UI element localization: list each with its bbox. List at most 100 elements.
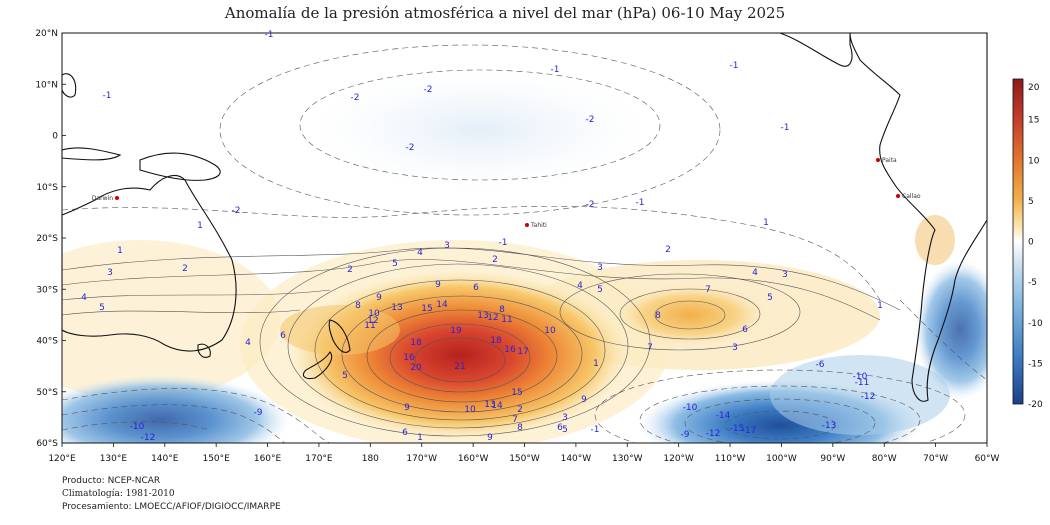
contour-label: 12 [367,316,378,326]
contour-label: 1 [593,359,599,369]
lon-tick-label: 140°W [561,454,592,464]
contour-label: -12 [861,392,876,402]
credit-procesamiento: Procesamiento: LMOECC/AFIOF/DIGIOCC/IMAR… [62,502,281,512]
contour-label: 12 [487,313,498,323]
lat-tick-label: 40°S [36,337,58,347]
lat-tick-label: 20°S [36,234,58,244]
contour-label: 18 [410,338,422,348]
contour-label: -1 [265,30,274,40]
contour-label: -12 [706,429,721,439]
contour-label: -1 [591,425,600,435]
contour-label: 15 [421,304,432,314]
lon-tick-label: 90°W [820,454,845,464]
coastlines [61,32,988,402]
lat-tick-label: 10°S [36,183,58,193]
place-label: Tahiti [530,222,547,229]
contour-label: 3 [444,241,450,251]
contour-label: 10 [368,309,380,319]
contour-label: 17 [517,347,528,357]
contour-label: 13 [391,303,402,313]
contour-label: 4 [417,248,423,258]
contour-label: 9 [487,433,493,443]
contour-label: -12 [141,433,156,443]
contour-label: 7 [705,285,711,295]
contour-label: 15 [511,388,522,398]
colorbar-tick-label: -10 [1028,319,1043,329]
colorbar-ticks: 20 15 10 5 0 -5 -10 -15 -20 [1028,83,1043,410]
contour-label: 9 [404,403,410,413]
lon-tick-label: 120°E [48,454,76,464]
lat-tick-label: 30°S [36,285,58,295]
contour-label: 20 [410,363,422,373]
lon-tick-label: 80°W [872,454,897,464]
lon-tick-label: 160°E [254,454,282,464]
contour-label: 5 [342,371,348,381]
place-marker [896,194,900,198]
colorbar-tick-label: 5 [1028,197,1034,207]
place-marker [115,196,119,200]
lon-tick-label: 170°E [305,454,333,464]
contour-label: -6 [816,360,825,370]
lon-tick-label: 110°W [715,454,746,464]
contour-label: -1 [781,123,790,133]
contour-label: -2 [424,85,433,95]
contour-label: 2 [347,265,353,275]
contour-label: 1 [117,246,123,256]
place-label: Callao [902,193,921,200]
colorbar-tick-label: -20 [1028,400,1043,410]
contour-label: 13 [477,311,488,321]
lon-tick-label: 180 [362,454,379,464]
contour-label: -2 [586,200,595,210]
negative-contours [62,44,987,443]
contour-label: 9 [581,395,587,405]
contour-label: 1 [877,301,883,311]
contour-label: 18 [490,336,502,346]
contour-label: -1 [103,91,112,101]
lon-tick-label: 60°W [975,454,1000,464]
contour-label: 8 [655,311,661,321]
contour-label: -10 [130,422,145,432]
lat-tick-label: 10°N [35,80,58,90]
contour-label: 11 [501,315,512,325]
contour-label: 7 [512,415,518,425]
contour-label: 4 [577,281,583,291]
contour-label: -9 [681,430,690,440]
place-marker [876,158,880,162]
lat-tick-label: 0 [52,132,58,142]
contour-label: 6 [557,423,563,433]
lat-tick-label: 60°S [36,439,58,449]
contour-label: 11 [364,321,375,331]
contour-label: 6 [473,283,479,293]
lon-tick-label: 150°W [509,454,540,464]
map-title: Anomalía de la presión atmosférica a niv… [224,4,786,22]
contour-label: -14 [716,411,731,421]
contour-label: 4 [752,268,758,278]
lon-tick-label: 150°E [202,454,230,464]
contour-label: 10 [544,326,556,336]
contour-label: -2 [406,143,415,153]
contour-label: 6 [402,428,408,438]
colorbar-tick-label: 0 [1028,238,1034,248]
contour-label: 1 [417,433,423,443]
contour-label: -1 [730,61,739,71]
lon-tick-label: 170°W [406,454,437,464]
place-label: Darwin [92,195,113,202]
contour-label: 19 [450,326,462,336]
contour-label: 7 [647,343,653,353]
anomaly-field [62,33,987,443]
contour-label: -15 [730,424,745,434]
colorbar-tick-label: 20 [1028,83,1040,93]
contour-label: 9 [435,280,441,290]
contour-label: -2 [232,206,241,216]
contour-label: -1 [636,198,645,208]
lon-tick-label: 100°W [766,454,797,464]
lon-tick-label: 160°W [458,454,489,464]
contour-label: 16 [403,353,415,363]
latitude-axis: 20°N 10°N 0 10°S 20°S 30°S 40°S 50°S 60°S [35,29,66,449]
lon-tick-label: 130°E [100,454,128,464]
contour-label: -2 [586,115,595,125]
contour-label: 8 [499,305,505,315]
contour-label: 3 [562,413,568,423]
contour-label: 1 [197,221,203,231]
